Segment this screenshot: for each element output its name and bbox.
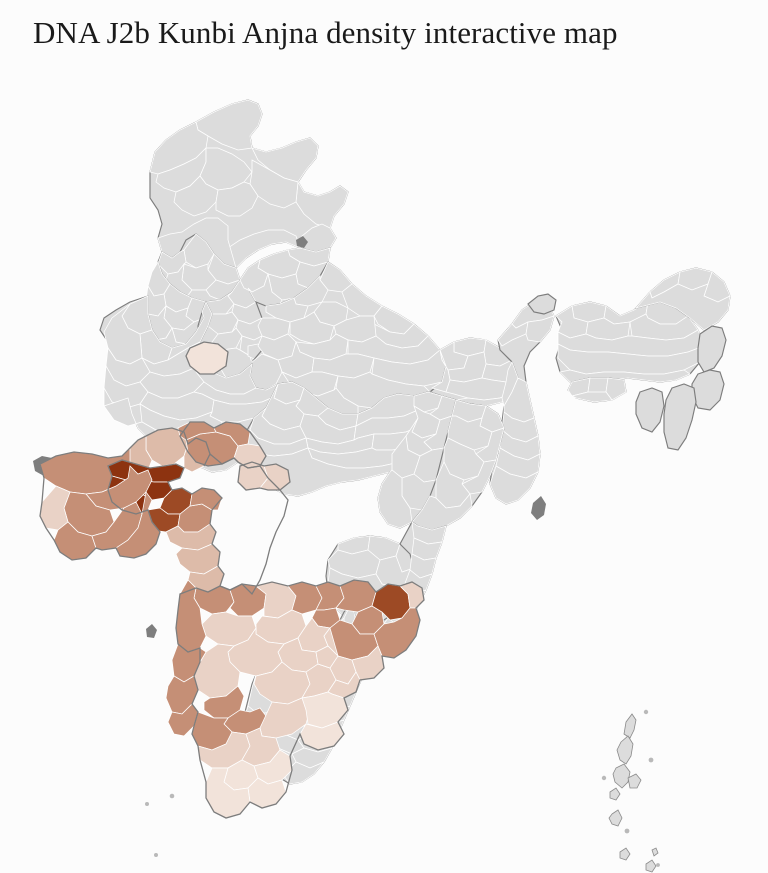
page-title: DNA J2b Kunbi Anjna density interactive … xyxy=(33,15,618,50)
state-outline-overlay xyxy=(39,341,425,819)
districts-jammu-kashmir xyxy=(149,99,349,269)
districts-rajasthan xyxy=(103,295,279,473)
districts-meghalaya xyxy=(567,377,627,403)
districts-himachal xyxy=(157,233,241,303)
districts-arunachal xyxy=(634,267,731,331)
state-tripura[interactable] xyxy=(635,387,665,433)
map-svg[interactable] xyxy=(0,52,768,873)
districts-assam xyxy=(555,299,705,389)
andaman-nicobar-islands[interactable] xyxy=(601,709,660,873)
coastal-dark-patch-north xyxy=(296,236,308,248)
state-nagaland[interactable] xyxy=(697,325,727,373)
districts-uttarakhand xyxy=(239,247,331,307)
state-sikkim[interactable] xyxy=(527,293,557,315)
india-choropleth-map[interactable] xyxy=(0,52,768,873)
lakshadweep-islands[interactable] xyxy=(145,793,175,857)
district-parbhani[interactable] xyxy=(315,645,339,669)
districts-bihar xyxy=(431,337,519,407)
district-surendranagar[interactable] xyxy=(85,465,153,511)
coastal-dark-patch-konkan xyxy=(146,624,157,638)
data-districts-layer[interactable] xyxy=(39,341,425,819)
districts-odisha xyxy=(411,399,505,531)
districts-west-bengal xyxy=(489,301,555,505)
state-mizoram[interactable] xyxy=(663,383,697,451)
coastal-dark-patch-sundarbans xyxy=(531,496,546,520)
districts-punjab xyxy=(145,261,207,349)
districts-uttar-pradesh xyxy=(249,261,447,415)
state-manipur[interactable] xyxy=(691,369,725,411)
